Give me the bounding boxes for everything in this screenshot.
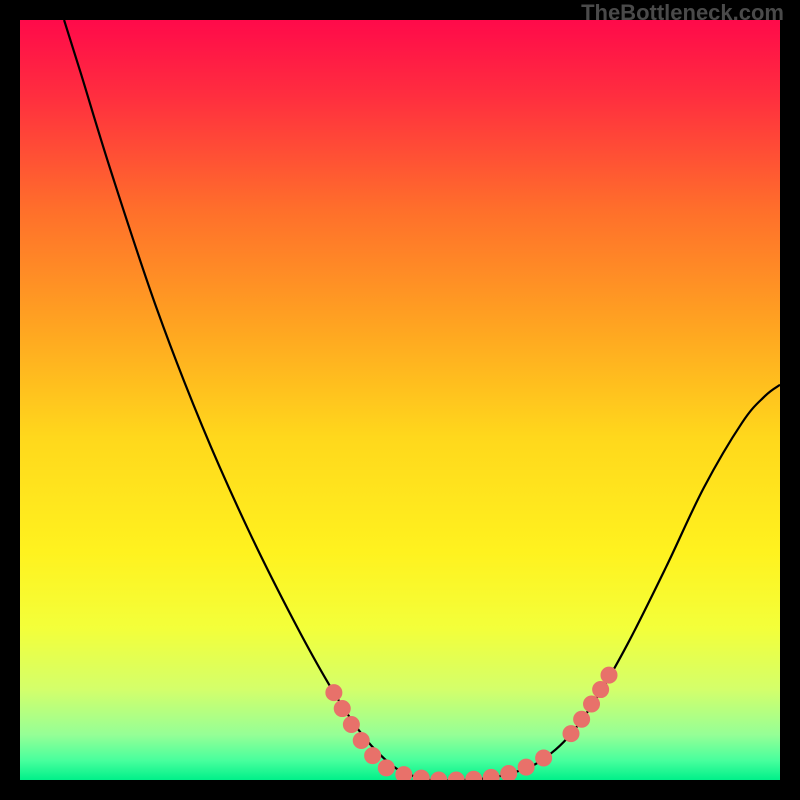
curve-marker xyxy=(601,667,617,683)
curve-marker xyxy=(584,696,600,712)
curve-marker xyxy=(501,766,517,782)
curve-marker xyxy=(343,717,359,733)
curve-marker xyxy=(334,701,350,717)
curve-marker xyxy=(563,726,579,742)
curve-marker xyxy=(536,750,552,766)
bottleneck-curve-chart xyxy=(0,0,800,800)
curve-marker xyxy=(353,732,369,748)
curve-marker xyxy=(574,711,590,727)
curve-marker xyxy=(378,760,394,776)
gradient-background xyxy=(20,20,780,780)
curve-marker xyxy=(326,685,342,701)
curve-marker xyxy=(365,748,381,764)
curve-marker xyxy=(593,682,609,698)
chart-frame: TheBottleneck.com xyxy=(0,0,800,800)
curve-marker xyxy=(518,759,534,775)
